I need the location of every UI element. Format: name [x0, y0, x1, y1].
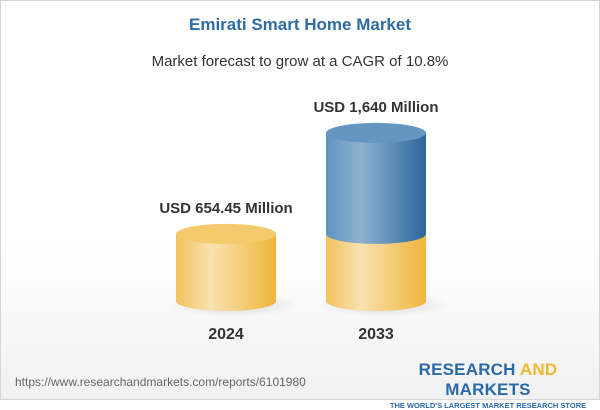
category-label: 2033: [358, 326, 394, 343]
cylinder-top: [176, 223, 276, 244]
cylinder-growth-segment: [326, 132, 426, 244]
data-label: USD 654.45 Million: [159, 200, 292, 217]
cylinder-chart: USD 654.45 Million 2024 USD 1,640 Million 2…: [159, 99, 448, 343]
cylinder-base-segment: [326, 233, 426, 311]
chart-title: Emirati Smart Home Market: [188, 15, 412, 34]
data-label: USD 1,640 Million: [313, 99, 438, 116]
chart-subtitle: Market forecast to grow at a CAGR of 10.…: [151, 53, 449, 70]
category-label: 2024: [208, 326, 244, 343]
report-url[interactable]: https://www.researchandmarkets.com/repor…: [15, 375, 306, 389]
cylinder-base-segment: [176, 233, 276, 311]
research-and-markets-logo: RESEARCH AND MARKETS THE WORLD'S LARGEST…: [389, 360, 587, 410]
cylinder-top: [326, 122, 426, 143]
